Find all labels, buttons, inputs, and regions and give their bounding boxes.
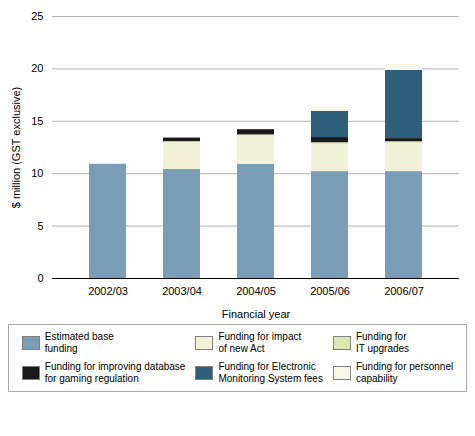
svg-text:2005/06: 2005/06 [310,285,350,297]
html-text:Funding for improving database: Funding for improving database for gamin… [44,361,186,384]
html-text:Estimated base funding: Estimated base funding [44,331,114,354]
html-text:Funding for Electronic Monitor: Funding for Electronic Monitoring System… [218,361,323,384]
svg-text:2004/05: 2004/05 [236,285,276,297]
svg-text:$ million (GST exclusive): $ million (GST exclusive) [10,87,22,208]
svg-text:2002/03: 2002/03 [88,285,128,297]
svg-text:5: 5 [37,220,43,232]
svg-text:2003/04: 2003/04 [162,285,202,297]
svg-text:0: 0 [37,272,43,284]
svg-text:Financial year: Financial year [222,308,291,320]
svg-text:10: 10 [31,167,43,179]
html-text:Funding for IT upgrades: Funding for IT upgrades [355,331,410,354]
svg-text:2006/07: 2006/07 [384,285,424,297]
svg-text:25: 25 [31,10,43,22]
html-text:Funding for personnel capabili: Funding for personnel capability [355,361,454,384]
svg-text:20: 20 [31,62,43,74]
svg-text:15: 15 [31,115,43,127]
html-text:Funding for impact of new Act: Funding for impact of new Act [218,331,302,354]
